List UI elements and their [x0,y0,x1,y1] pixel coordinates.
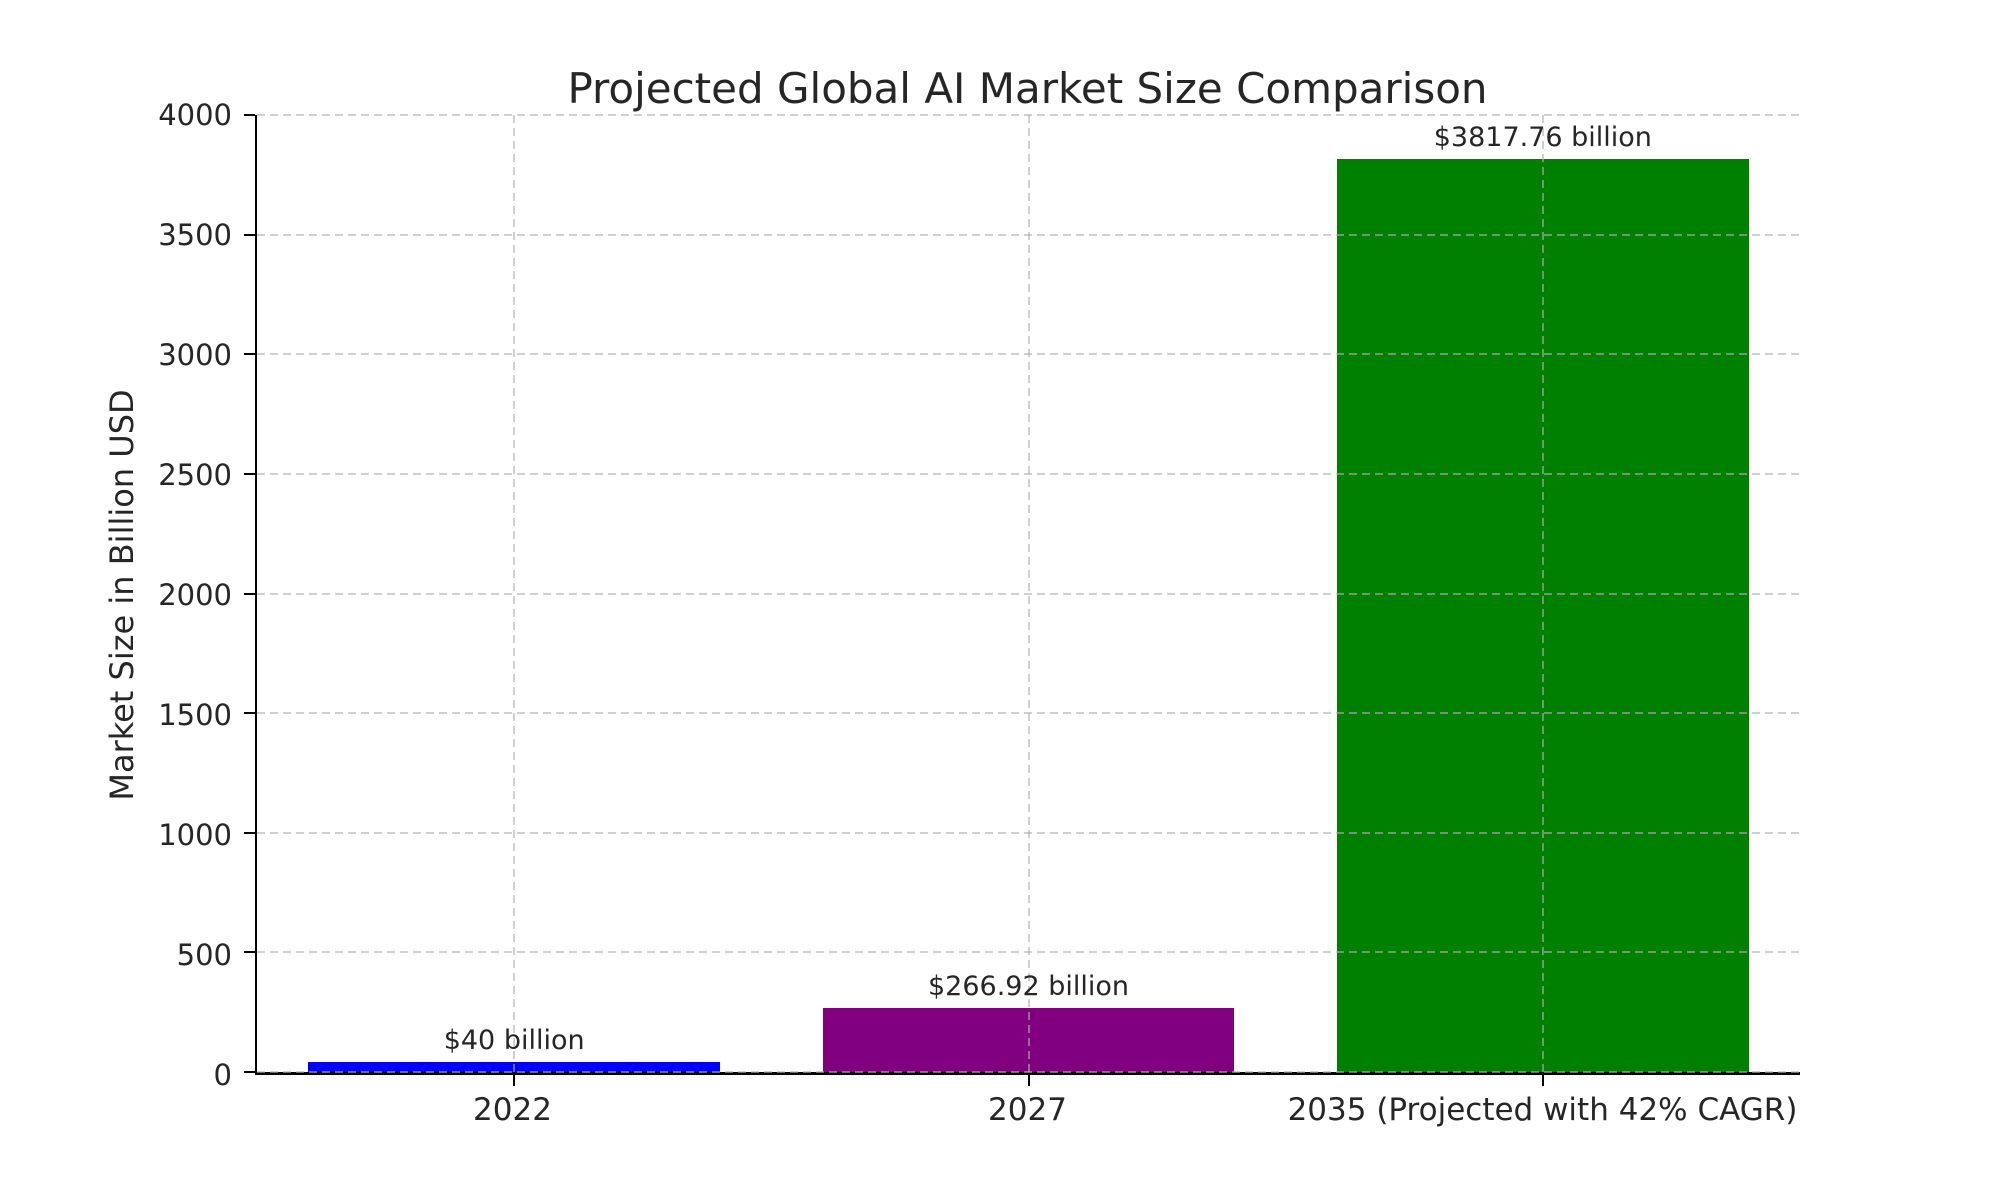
y-tick-label: 4000 [158,98,232,132]
y-tick-label: 1500 [158,698,232,732]
gridline-vertical [1027,115,1030,1072]
y-tick-label: 3500 [158,218,232,252]
y-tick-label: 0 [213,1058,232,1092]
y-tick-mark [244,233,255,236]
y-tick-mark [244,831,255,834]
y-tick-label: 2500 [158,458,232,492]
x-tick-mark [1027,1075,1030,1086]
x-tick-mark [513,1075,516,1086]
y-tick-mark [244,712,255,715]
y-tick-mark [244,1071,255,1073]
x-tick-label: 2027 [988,1092,1067,1128]
x-tick-label: 2035 (Projected with 42% CAGR) [1287,1092,1798,1128]
y-tick-mark [244,951,255,954]
y-axis-tick-labels: 0 500 1000 1500 2000 2500 3000 3500 4000 [0,98,232,1092]
y-tick-label: 500 [176,938,232,972]
y-tick-label: 3000 [158,338,232,372]
y-tick-mark [244,592,255,595]
x-axis-tick-labels: 2022 2027 2035 (Projected with 42% CAGR) [255,1092,1800,1136]
bar-value-label: $266.92 billion [927,971,1130,1003]
x-tick-label: 2022 [473,1092,552,1128]
plot-area: $40 billion $266.92 billion $3817.76 billi… [244,114,1800,1086]
gridline-vertical [1541,115,1544,1072]
y-tick-label: 1000 [158,818,232,852]
bar-value-label: $3817.76 billion [1433,121,1652,153]
bar-value-label: $40 billion [443,1025,585,1057]
y-tick-mark [244,353,255,356]
x-tick-mark [1541,1075,1544,1086]
chart-title: Projected Global AI Market Size Comparis… [567,64,1488,113]
y-tick-mark [244,472,255,475]
gridline-horizontal [257,1071,1800,1073]
y-tick-mark [244,114,255,116]
gridline-vertical [513,115,516,1072]
y-tick-label: 2000 [158,578,232,612]
